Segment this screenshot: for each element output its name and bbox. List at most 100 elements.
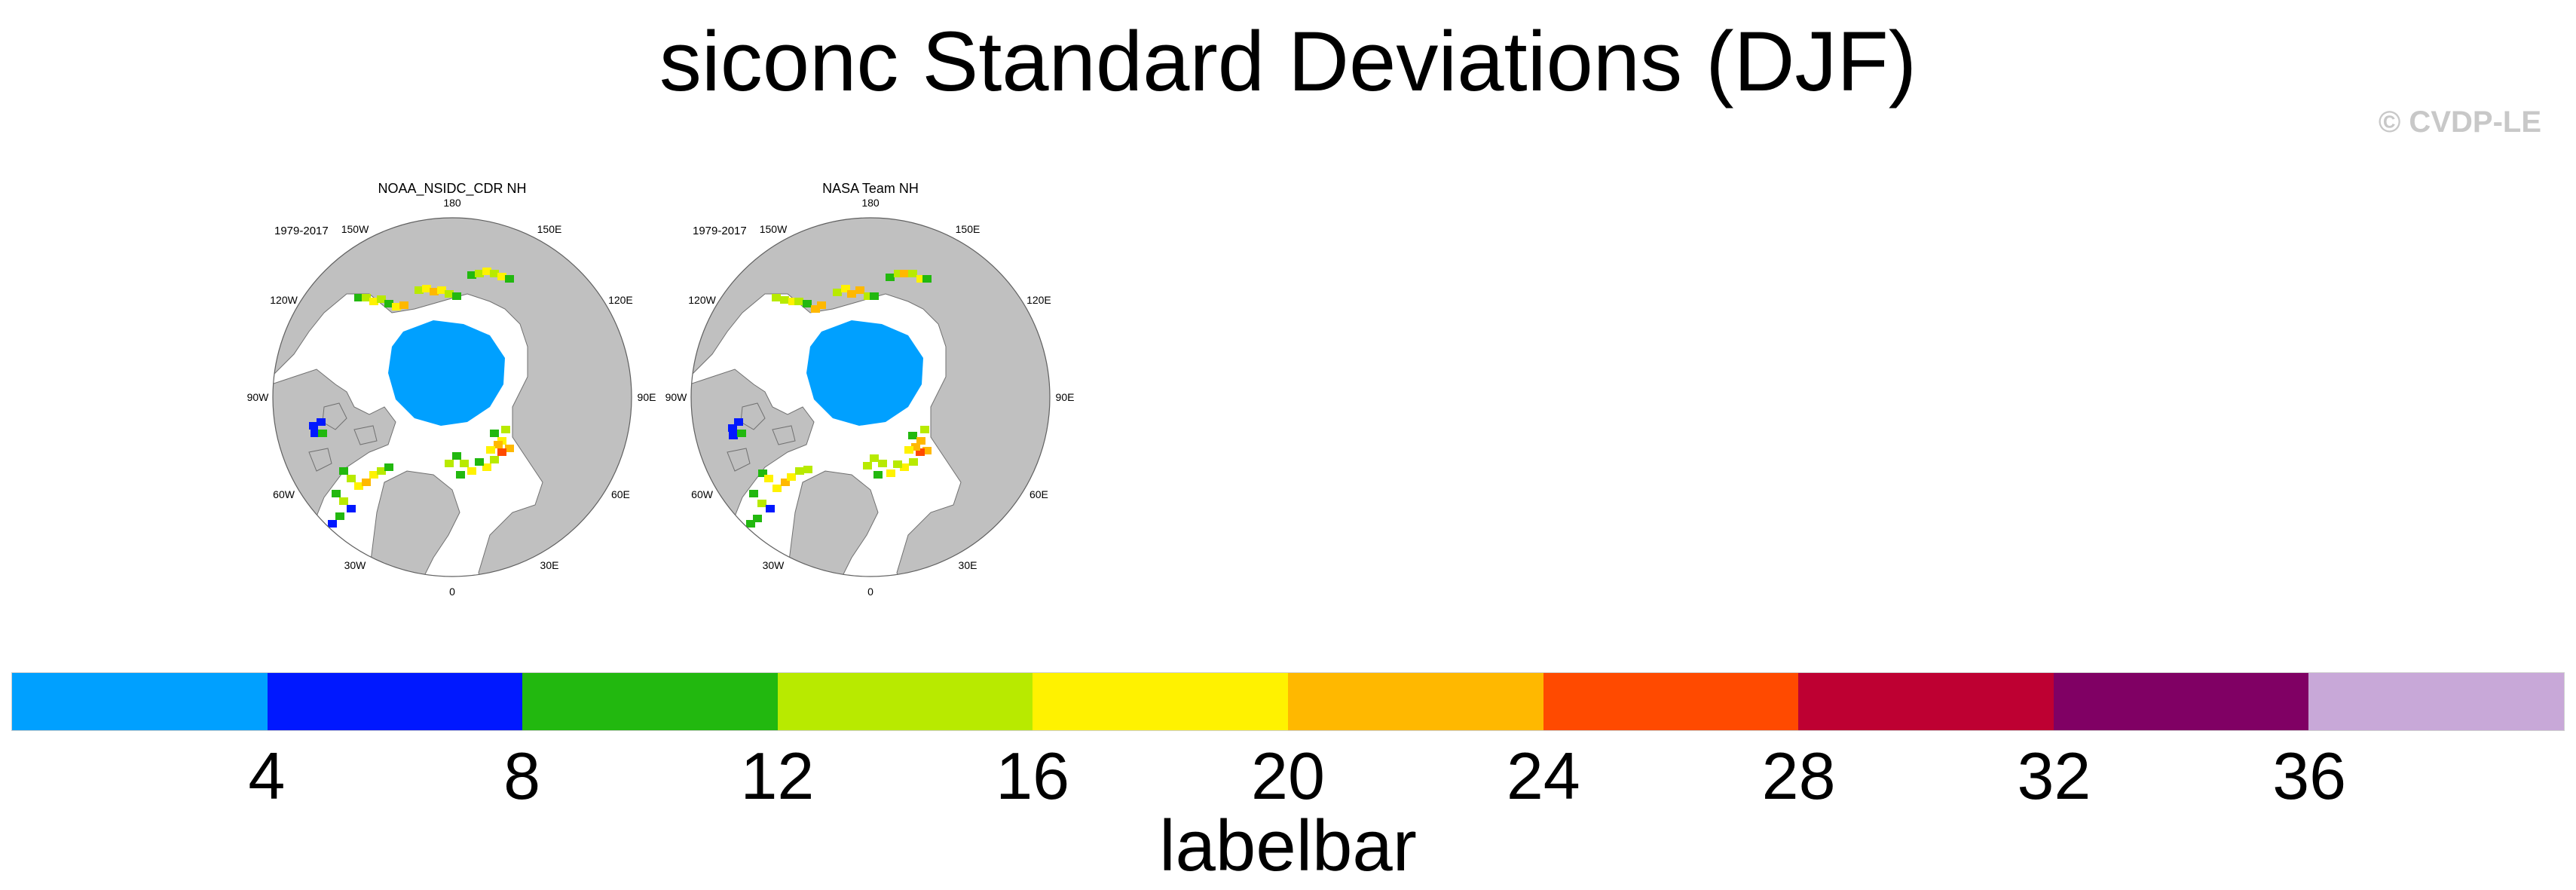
ice-variability-cell xyxy=(339,467,348,475)
ice-variability-cell xyxy=(833,289,842,296)
longitude-label: 180 xyxy=(861,197,880,209)
ice-variability-cell xyxy=(486,446,495,454)
ice-variability-cell xyxy=(354,482,363,490)
labelbar-swatch-9 xyxy=(2308,673,2564,730)
longitude-label: 180 xyxy=(443,197,461,209)
ice-variability-cell xyxy=(817,301,826,309)
ice-variability-cell xyxy=(878,460,887,467)
longitude-label: 90E xyxy=(1055,391,1075,403)
ice-variability-cell xyxy=(894,270,903,277)
ice-variability-cell xyxy=(753,515,762,522)
ice-variability-cell xyxy=(422,285,431,292)
ice-variability-cell xyxy=(467,467,476,475)
ice-variability-cell xyxy=(415,286,424,294)
labelbar-tick-label: 4 xyxy=(248,739,286,813)
labelbar-swatch-5 xyxy=(1287,673,1543,730)
longitude-label: 150E xyxy=(537,222,562,235)
ice-variability-cell xyxy=(332,490,341,497)
ice-variability-cell xyxy=(335,512,344,520)
map-boundary xyxy=(272,217,632,577)
ice-variability-cell xyxy=(729,432,738,439)
ice-variability-cell xyxy=(920,426,929,433)
ice-variability-cell xyxy=(922,447,932,454)
ice-variability-cell xyxy=(430,288,439,295)
ice-variability-cell xyxy=(354,294,363,301)
labelbar-tick-label: 32 xyxy=(2017,739,2091,813)
longitude-label: 30E xyxy=(958,559,977,572)
ice-variability-cell xyxy=(497,273,506,280)
land-mass xyxy=(787,470,879,577)
ice-variability-cell xyxy=(855,286,864,294)
longitude-label: 60E xyxy=(610,488,630,500)
ice-variability-cell xyxy=(317,418,326,426)
longitude-label: 90W xyxy=(246,391,269,403)
land-mass xyxy=(727,448,751,472)
labelbar-tick-label: 28 xyxy=(1761,739,1836,813)
ice-variability-cell xyxy=(369,471,378,479)
map-panel-noaa: NOAA_NSIDC_CDR NH 1979-2017 180 150E 120E 9… xyxy=(247,181,656,603)
ice-variability-cell xyxy=(467,271,476,279)
longitude-label: 0 xyxy=(867,586,873,598)
ice-variability-cell xyxy=(347,505,356,512)
ice-variability-cell xyxy=(870,292,879,300)
polar-map xyxy=(272,217,632,577)
ice-variability-cell xyxy=(445,290,454,298)
longitude-label: 60E xyxy=(1029,488,1048,500)
ice-variability-cell xyxy=(772,294,781,301)
ice-variability-cell xyxy=(392,303,401,310)
ice-variability-cell xyxy=(780,296,789,304)
ice-variability-cell xyxy=(734,418,743,426)
ice-variability-cell xyxy=(758,469,767,477)
ice-variability-cell xyxy=(452,292,461,300)
ice-variability-cell xyxy=(746,520,755,528)
ice-variability-cell xyxy=(482,463,491,471)
labelbar-title: labelbar xyxy=(1159,806,1417,886)
longitude-label: 30E xyxy=(540,559,559,572)
longitude-label: 150W xyxy=(759,222,788,235)
longitude-label: 60W xyxy=(273,488,295,500)
land-mass xyxy=(369,470,460,577)
ice-variability-cell xyxy=(803,466,812,473)
ice-variability-cell xyxy=(362,294,371,301)
ice-variability-cell xyxy=(795,467,804,475)
polar-map xyxy=(690,217,1051,577)
land-mass xyxy=(308,448,332,472)
longitude-label: 150W xyxy=(341,222,369,235)
ice-variability-cell xyxy=(728,424,737,432)
longitude-label: 120E xyxy=(608,294,633,306)
labelbar-swatch-4 xyxy=(1033,673,1288,730)
ice-variability-cell xyxy=(497,448,506,456)
labelbar-swatch-7 xyxy=(1798,673,2054,730)
ice-variability-cell xyxy=(445,460,454,467)
ice-variability-cell xyxy=(900,463,909,471)
ice-variability-cell xyxy=(339,497,348,505)
labelbar-swatch-0 xyxy=(12,673,268,730)
ice-variability-cell xyxy=(886,274,895,281)
ice-variability-cell xyxy=(737,430,746,437)
ice-variability-cell xyxy=(384,463,393,471)
ice-variability-cell xyxy=(384,300,393,307)
credit-label: © CVDP-LE xyxy=(2378,106,2541,139)
ice-variability-cell xyxy=(764,475,773,482)
ice-variability-cell xyxy=(863,462,872,469)
ice-variability-cell xyxy=(908,270,917,277)
ice-variability-cell xyxy=(369,298,378,305)
panel-title: NASA Team NH xyxy=(822,181,919,196)
land-mass xyxy=(353,425,378,445)
labelbar-tick-label: 12 xyxy=(740,739,815,813)
longitude-label: 90E xyxy=(637,391,656,403)
central-arctic-ice xyxy=(388,320,505,426)
longitude-label: 30W xyxy=(762,559,785,572)
ice-variability-cell xyxy=(916,437,925,445)
ice-variability-cell xyxy=(328,520,337,528)
longitude-label: 30W xyxy=(344,559,366,572)
ice-variability-cell xyxy=(766,505,775,512)
figure-title: siconc Standard Deviations (DJF) xyxy=(659,14,1917,109)
ice-variability-cell xyxy=(490,456,499,463)
labelbar-tick-label: 36 xyxy=(2272,739,2347,813)
labelbar-tick-label: 16 xyxy=(996,739,1070,813)
ice-variability-cell xyxy=(909,458,918,466)
ice-variability-cell xyxy=(911,443,920,451)
map-boundary xyxy=(690,217,1051,577)
panel-years: 1979-2017 xyxy=(693,225,747,237)
